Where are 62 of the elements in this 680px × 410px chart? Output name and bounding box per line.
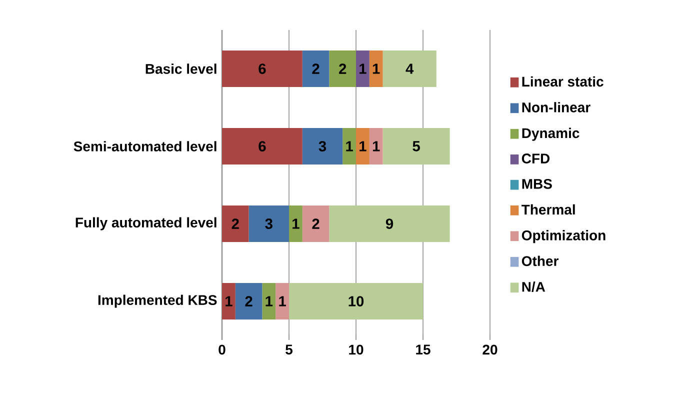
- bar: [342, 128, 356, 164]
- data-label: 5: [412, 141, 420, 152]
- x-tick-label: 15: [416, 344, 430, 354]
- legend-label: Optimization: [522, 230, 606, 244]
- data-label: 1: [372, 64, 380, 74]
- bar: [356, 50, 370, 87]
- legend-label: Other: [522, 256, 558, 266]
- bar: [222, 206, 249, 242]
- data-label: 1: [292, 218, 300, 229]
- data-label: 2: [232, 218, 239, 229]
- bar: [369, 128, 383, 164]
- x-tick-label: 5: [286, 344, 292, 354]
- data-label: 2: [245, 296, 252, 306]
- data-label: 1: [226, 296, 232, 306]
- bar: [329, 50, 356, 87]
- data-label: 3: [318, 141, 326, 152]
- bar: [248, 206, 290, 242]
- bar: [302, 50, 330, 87]
- data-label: 2: [312, 218, 320, 229]
- legend-label: Non-linear: [522, 102, 590, 112]
- data-label: 1: [266, 296, 273, 306]
- legend-label: MBS: [522, 178, 552, 189]
- data-label: 1: [372, 141, 380, 152]
- bar: [382, 128, 450, 164]
- data-label: 1: [360, 64, 366, 74]
- bar: [235, 283, 262, 320]
- data-label: 6: [258, 141, 266, 152]
- x-tick-label: 20: [482, 344, 498, 355]
- bar: [276, 283, 290, 320]
- data-label: 6: [258, 64, 266, 74]
- bar: [302, 128, 343, 164]
- y-tick-label: Implemented KBS: [98, 294, 217, 308]
- data-label: 2: [312, 64, 320, 74]
- data-label: 1: [279, 296, 286, 306]
- legend-label: N/A: [522, 282, 546, 292]
- x-tick-label: 0: [218, 344, 226, 355]
- bar: [382, 50, 436, 87]
- data-label: 1: [360, 141, 366, 152]
- bar: [302, 206, 330, 242]
- legend-label: Thermal: [522, 204, 575, 215]
- bar: [222, 50, 302, 87]
- bar: [222, 283, 236, 320]
- bar: [356, 128, 370, 164]
- data-label: 9: [386, 218, 394, 229]
- legend-label: CFD: [522, 154, 550, 164]
- y-tick-label: Fully automated level: [76, 217, 216, 230]
- data-label: 3: [265, 218, 272, 229]
- y-tick-label: Basic level: [146, 64, 216, 74]
- legend-label: Linear static: [522, 76, 604, 87]
- bar: [289, 283, 424, 320]
- x-tick-label: 10: [349, 344, 364, 355]
- bar: [222, 128, 302, 164]
- data-label: 2: [339, 64, 346, 74]
- bar: [369, 50, 383, 87]
- bar: [262, 283, 276, 320]
- data-label: 1: [346, 141, 353, 152]
- bar: [329, 206, 450, 242]
- y-tick-label: Semi-automated level: [74, 141, 216, 152]
- data-label: 10: [348, 296, 364, 306]
- data-label: 4: [406, 64, 414, 74]
- bar: [289, 206, 302, 242]
- legend-label: Dynamic: [522, 128, 580, 141]
